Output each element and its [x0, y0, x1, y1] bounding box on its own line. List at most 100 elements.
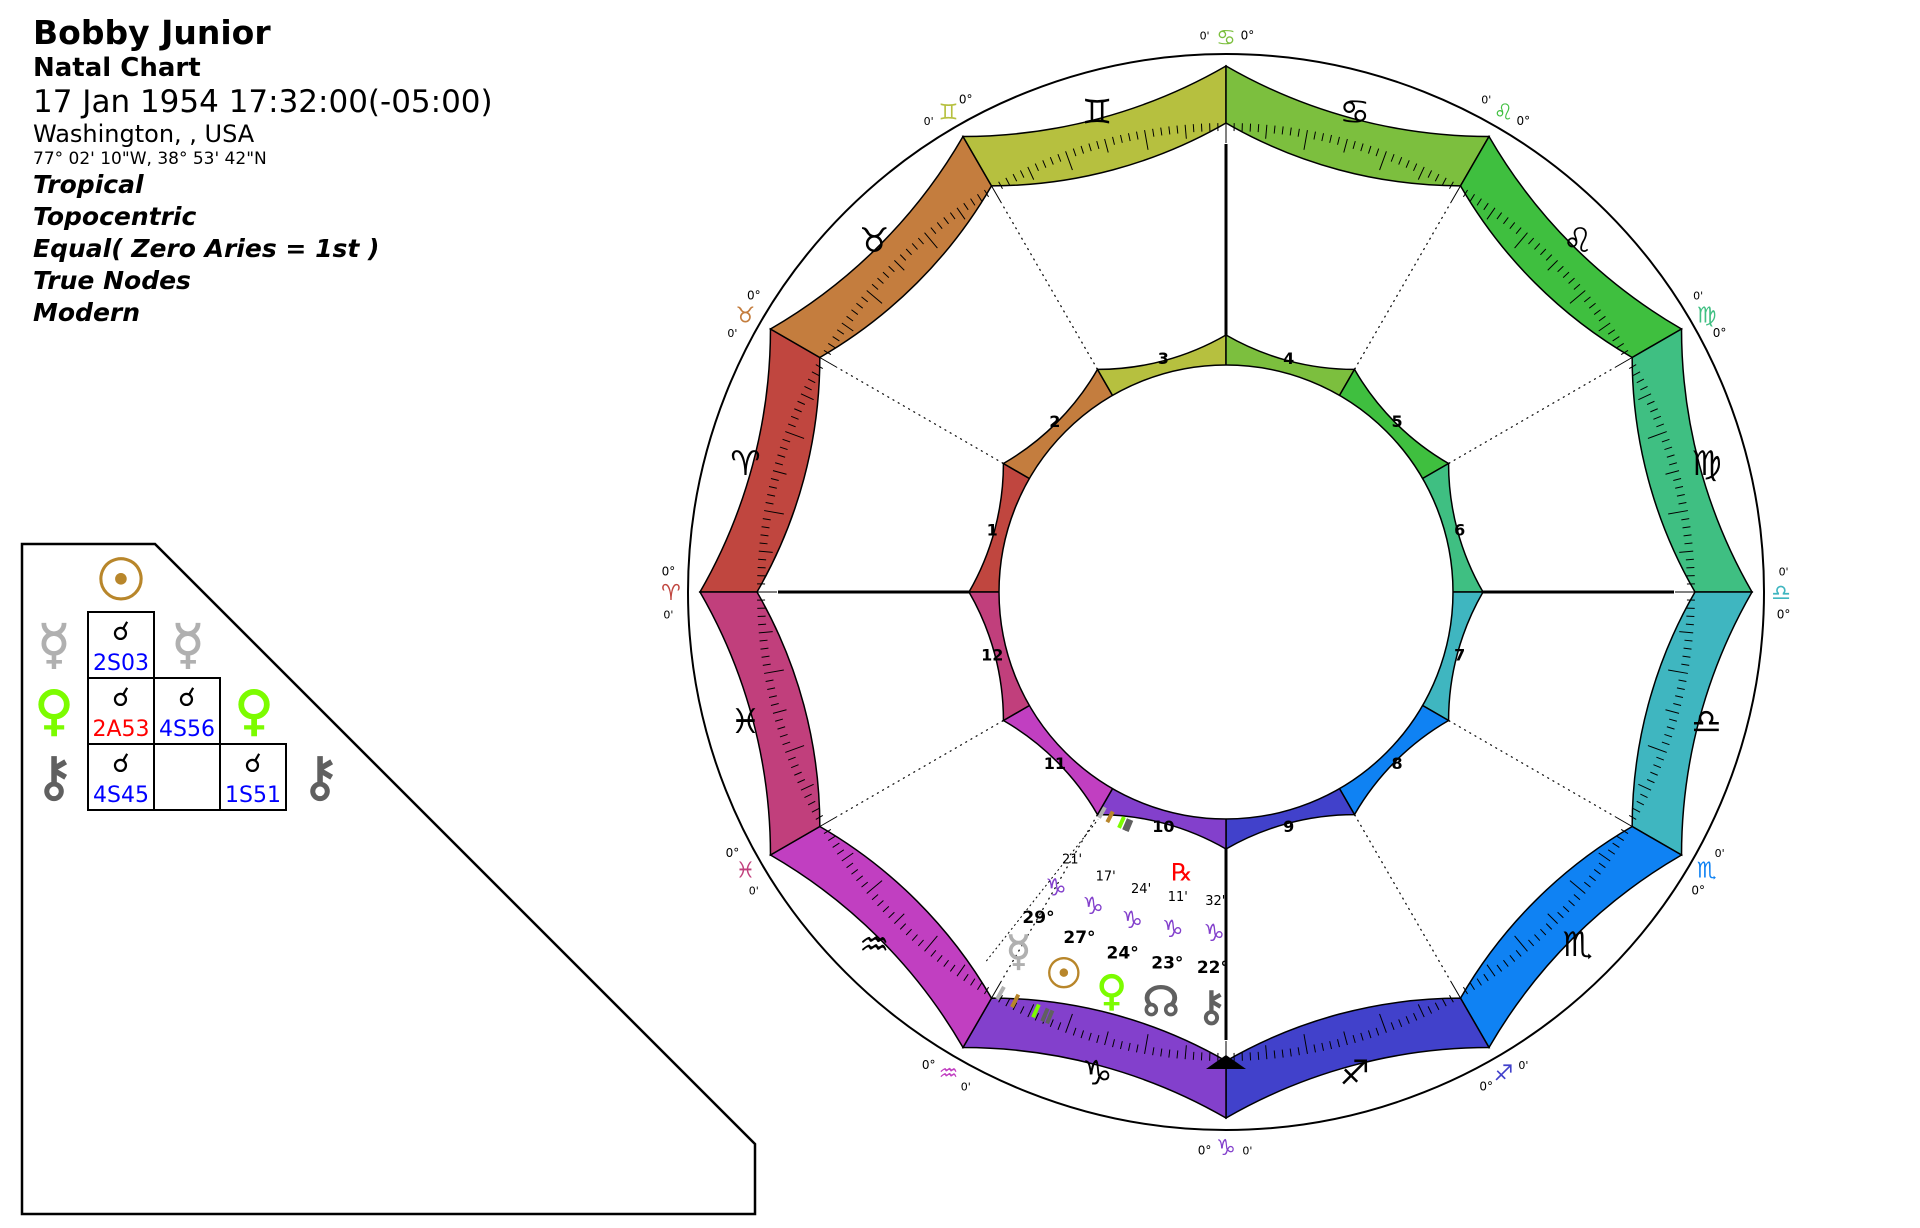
degree-ticks: [757, 123, 1695, 1061]
cusp-degree: 0°: [1777, 607, 1791, 621]
aspect-cell: [219, 743, 287, 811]
house-cusp-line: [1353, 203, 1451, 370]
cusp-minute: 0': [1242, 1145, 1252, 1158]
venus-icon: ♀: [234, 679, 274, 742]
aspect-orb: 4S56: [159, 717, 215, 742]
house-cusp-line: [1353, 814, 1451, 981]
cusp-minute: 0': [1693, 290, 1703, 303]
sign-glyph-capricorn: ♑: [1082, 1054, 1112, 1094]
planet-degree: 27°: [1063, 928, 1095, 948]
cusp-sign-glyph: ♏: [1697, 859, 1717, 884]
cusp-sign-glyph: ♊: [939, 100, 959, 125]
planet-sign-glyph: ♑: [1045, 873, 1067, 901]
conjunction-icon: ☌: [178, 683, 195, 713]
mercury-icon: ☿: [1006, 926, 1032, 975]
house-cusp-line: [837, 719, 1004, 817]
conjunction-icon: ☌: [112, 617, 129, 647]
house-cusp-line: [1448, 367, 1615, 465]
planet-degree: 29°: [1022, 908, 1054, 928]
sun-icon: ☉: [1045, 949, 1083, 998]
planet-sign-glyph: ♑: [1162, 915, 1184, 943]
house-number: 6: [1454, 520, 1465, 539]
planet-degree: 22°: [1197, 958, 1229, 978]
aspect-grid: ☉☿ ☿♀ ♀⚷ ⚷☌2S03☌2A53☌4S56☌4S45☌1S51: [20, 542, 757, 1216]
house-cusp-line: [1001, 203, 1099, 370]
sign-band-pisces: [698, 591, 821, 857]
planet-position-marker: [1031, 1003, 1041, 1019]
house-number: 4: [1283, 349, 1294, 368]
cusp-minute: 0': [1518, 1059, 1528, 1072]
cusp-minute: 0': [663, 608, 673, 621]
planet-minute: 24': [1131, 882, 1151, 897]
house-number: 2: [1049, 412, 1060, 431]
option-house-system: Equal( Zero Aries = 1st ): [33, 233, 380, 263]
sign-glyph-aquarius: ♒: [859, 925, 889, 965]
planet-house-marker: [1097, 806, 1107, 819]
aspect-orb: 2A53: [92, 717, 149, 742]
option-nodes: True Nodes: [33, 265, 191, 295]
north-node-icon: ☊: [1142, 977, 1179, 1026]
house-cusp-line: [1448, 719, 1615, 817]
house-number: 5: [1392, 412, 1403, 431]
sign-glyph-taurus: ♉: [859, 221, 889, 261]
option-center: Topocentric: [33, 201, 197, 231]
conjunction-icon: ☌: [244, 749, 261, 779]
birth-coordinates: 77° 02' 10"W, 38° 53' 42"N: [33, 148, 267, 169]
mercury-icon: ☿: [171, 613, 204, 676]
cusp-sign-glyph: ♋: [1216, 26, 1236, 51]
cusp-degree: 0°: [726, 846, 740, 860]
cusp-minute: 0': [924, 115, 934, 128]
sign-glyph-sagittarius: ♐: [1340, 1054, 1370, 1094]
chiron-icon: ⚷: [34, 745, 74, 808]
sign-glyph-cancer: ♋: [1340, 92, 1370, 132]
sign-glyph-virgo: ♍: [1691, 444, 1721, 484]
cusp-sign-glyph: ♒: [939, 1062, 959, 1087]
planet-position-marker: [1040, 1007, 1050, 1023]
cusp-sign-glyph: ♍: [1697, 304, 1717, 329]
house-cusp-line: [837, 367, 1004, 465]
sign-glyph-aries: ♈: [730, 444, 760, 484]
planet-sign-glyph: ♑: [1203, 919, 1225, 947]
cusp-sign-glyph: ♈: [661, 581, 681, 606]
planet-minute: 11': [1168, 890, 1188, 905]
person-name: Bobby Junior: [33, 13, 271, 52]
aspect-orb: 1S51: [225, 783, 281, 808]
house-number: 3: [1158, 349, 1169, 368]
cusp-degree: 0°: [1241, 28, 1255, 42]
cusp-degree: 0°: [1517, 114, 1531, 128]
cusp-sign-glyph: ♐: [1494, 1062, 1514, 1087]
venus-icon: ♀: [1096, 966, 1127, 1015]
sign-glyph-leo: ♌: [1563, 221, 1593, 261]
sign-glyph-libra: ♎: [1691, 702, 1721, 742]
planet-degree: 23°: [1151, 953, 1183, 973]
house-number: 10: [1152, 817, 1174, 836]
aspect-cell: [87, 743, 155, 811]
sign-glyph-scorpio: ♏: [1563, 925, 1593, 965]
birth-place: Washington, , USA: [33, 120, 255, 149]
sign-glyph-pisces: ♓: [730, 702, 760, 742]
cusp-sign-glyph: ♑: [1216, 1136, 1236, 1161]
aspect-cell: [153, 743, 221, 811]
chart-type: Natal Chart: [33, 52, 201, 83]
cusp-sign-glyph: ♓: [735, 859, 755, 884]
cusp-minute: 0': [727, 327, 737, 340]
planet-leader-line: [985, 819, 1099, 962]
cusp-degree: 0°: [922, 1058, 936, 1072]
aspect-cell: [87, 611, 155, 679]
chiron-icon: ⚷: [300, 745, 340, 808]
planet-minute: 32': [1205, 894, 1225, 909]
aspect-orb: 4S45: [93, 783, 149, 808]
cusp-degree: 0°: [959, 92, 973, 106]
retrograde-icon: ℞: [1171, 859, 1193, 887]
cusp-minute: 0': [1715, 847, 1725, 860]
planet-minute: 17': [1096, 870, 1116, 885]
chart-header: Bobby Junior Natal Chart 17 Jan 1954 17:…: [33, 13, 493, 329]
midheaven-arrow: [1206, 1055, 1246, 1069]
planet-sign-glyph: ♑: [1082, 892, 1104, 920]
cusp-minute: 0': [1779, 566, 1789, 579]
cusp-degree: 0°: [1198, 1144, 1212, 1158]
planet-house-marker: [1122, 818, 1131, 831]
cusp-minute: 0': [1200, 29, 1210, 42]
house-number: 7: [1454, 646, 1465, 665]
